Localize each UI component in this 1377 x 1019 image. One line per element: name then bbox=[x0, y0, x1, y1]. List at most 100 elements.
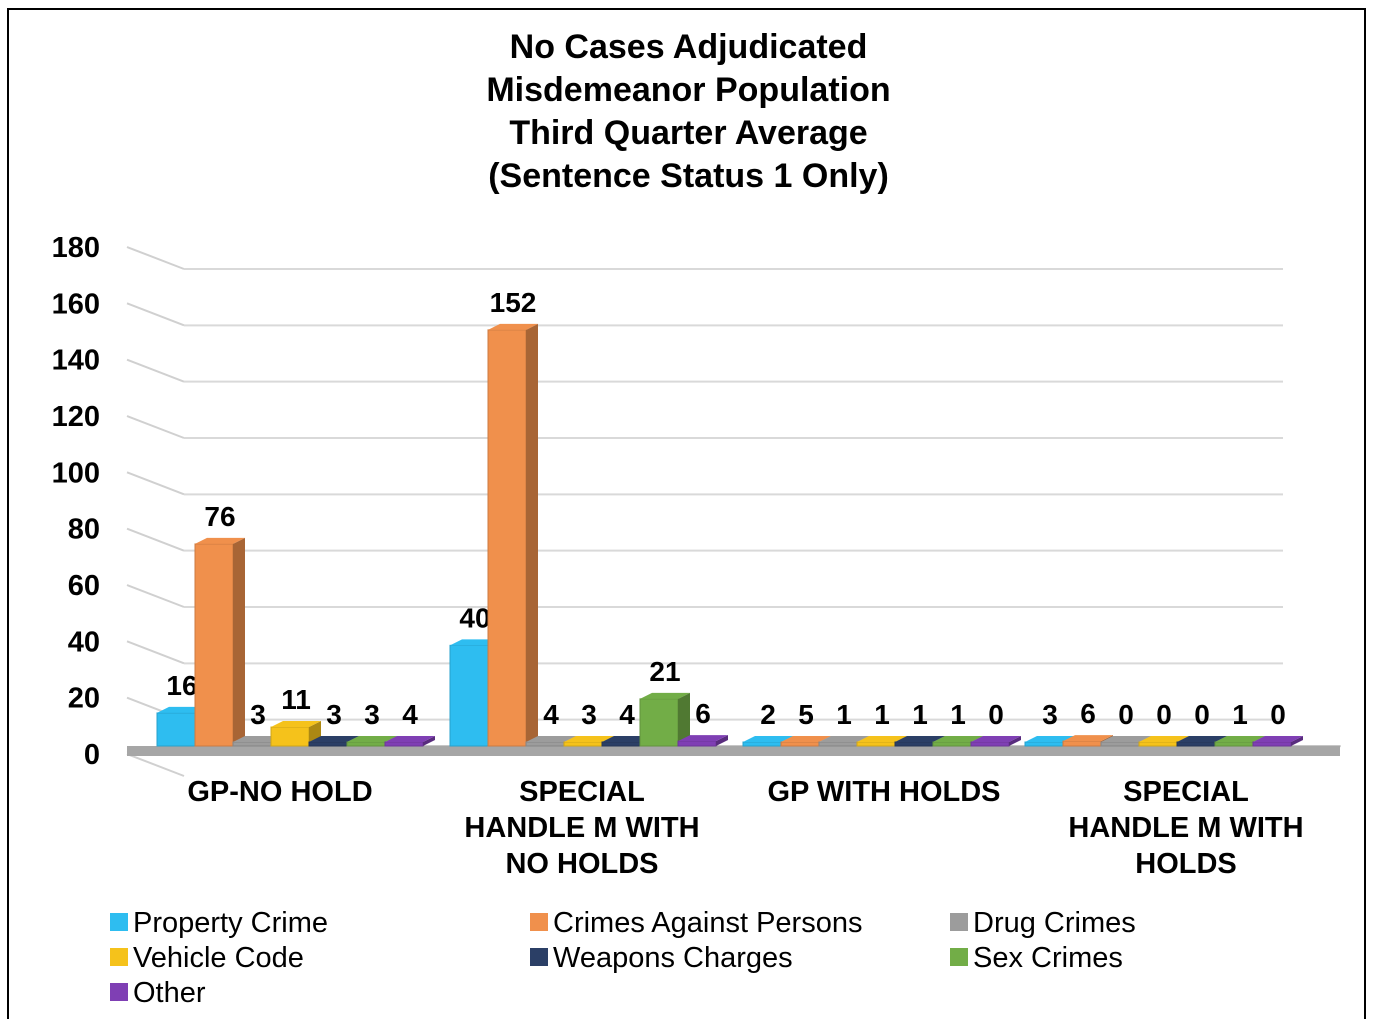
bar bbox=[1100, 741, 1140, 747]
bar bbox=[601, 741, 641, 747]
data-label: 1 bbox=[912, 699, 928, 730]
category-label-line: SPECIAL bbox=[1123, 776, 1249, 808]
y-tick-label: 0 bbox=[84, 739, 100, 771]
bar-top bbox=[271, 721, 321, 728]
bar-side bbox=[716, 735, 728, 746]
bar-top bbox=[1253, 736, 1303, 742]
bar bbox=[384, 741, 424, 747]
chart-title-line-1: No Cases Adjudicated bbox=[509, 28, 868, 66]
bar-top bbox=[1139, 736, 1189, 742]
y-tick-label: 160 bbox=[52, 288, 100, 320]
legend-item: Weapons Charges bbox=[530, 941, 793, 975]
bar bbox=[308, 741, 348, 747]
data-label: 0 bbox=[1270, 699, 1286, 730]
bar-side bbox=[233, 537, 245, 746]
bar bbox=[1252, 741, 1292, 747]
grid-depth-line bbox=[126, 246, 185, 270]
category-label: GP-NO HOLD bbox=[130, 774, 430, 810]
category-label-line: GP-NO HOLD bbox=[187, 776, 373, 808]
legend-swatch bbox=[530, 948, 548, 967]
data-label: 3 bbox=[364, 699, 380, 730]
data-label: 152 bbox=[490, 287, 537, 318]
y-tick-label: 40 bbox=[68, 626, 100, 658]
bar bbox=[1024, 741, 1064, 747]
category-label-line: HANDLE M WITH bbox=[1068, 812, 1304, 844]
bar bbox=[932, 741, 972, 747]
data-label: 2 bbox=[760, 699, 776, 730]
y-tick-label: 180 bbox=[52, 232, 100, 264]
legend-swatch bbox=[950, 948, 968, 967]
bar-side bbox=[1009, 736, 1021, 746]
data-label: 6 bbox=[1080, 698, 1096, 729]
bar-top bbox=[385, 736, 435, 742]
grid-depth-line bbox=[126, 471, 185, 496]
legend-swatch bbox=[530, 913, 548, 932]
grid-depth-line bbox=[126, 415, 185, 439]
data-label: 1 bbox=[836, 699, 852, 730]
chart-title: No Cases Adjudicated Misdemeanor Populat… bbox=[0, 26, 1377, 198]
bar-top bbox=[933, 736, 983, 742]
bar-side bbox=[1291, 736, 1303, 746]
bar-top bbox=[526, 736, 576, 742]
bar bbox=[970, 741, 1010, 747]
category-label-line: HANDLE M WITH bbox=[464, 812, 700, 844]
bar bbox=[525, 741, 565, 747]
legend-item: Vehicle Code bbox=[110, 941, 304, 975]
data-label: 4 bbox=[402, 699, 418, 730]
data-label: 21 bbox=[649, 656, 680, 687]
bar-top bbox=[1101, 736, 1151, 742]
y-tick-label: 60 bbox=[68, 570, 100, 602]
legend-item: Sex Crimes bbox=[950, 941, 1123, 975]
bar bbox=[1138, 741, 1178, 747]
bar-top bbox=[819, 736, 869, 742]
legend-swatch bbox=[110, 913, 128, 932]
bar bbox=[1214, 741, 1254, 747]
bar-top bbox=[895, 736, 945, 742]
bar-top bbox=[347, 736, 397, 742]
data-label: 3 bbox=[326, 699, 342, 730]
legend-label: Weapons Charges bbox=[553, 942, 793, 974]
chart-frame bbox=[7, 8, 1366, 1019]
bar bbox=[487, 329, 527, 747]
bar-top bbox=[857, 736, 907, 742]
grid-depth-line bbox=[126, 753, 185, 777]
bar-top bbox=[1025, 736, 1075, 742]
bar bbox=[449, 644, 489, 747]
y-tick-label: 20 bbox=[68, 683, 100, 715]
y-tick-label: 100 bbox=[52, 457, 100, 489]
category-label: GP WITH HOLDS bbox=[734, 774, 1034, 810]
data-label: 0 bbox=[1118, 699, 1134, 730]
legend-item: Drug Crimes bbox=[950, 906, 1136, 940]
bar-top bbox=[743, 736, 793, 742]
bar bbox=[270, 726, 310, 747]
grid-depth-line bbox=[126, 527, 185, 552]
category-label-line: GP WITH HOLDS bbox=[767, 776, 1001, 808]
bar-side bbox=[678, 692, 690, 746]
y-tick-label: 80 bbox=[68, 514, 100, 546]
bar bbox=[156, 712, 196, 747]
data-label: 3 bbox=[1042, 699, 1058, 730]
bar-top bbox=[971, 736, 1021, 742]
chart-title-line-4: (Sentence Status 1 Only) bbox=[488, 157, 889, 195]
bar-top bbox=[309, 736, 359, 742]
data-label: 0 bbox=[1194, 699, 1210, 730]
grid-depth-line bbox=[126, 358, 185, 383]
bar-top bbox=[195, 537, 245, 544]
data-label: 76 bbox=[204, 501, 235, 532]
data-label: 4 bbox=[619, 699, 635, 730]
chart-title-line-3: Third Quarter Average bbox=[509, 114, 868, 152]
legend-swatch bbox=[950, 913, 968, 932]
data-label: 4 bbox=[543, 699, 559, 730]
bar-top bbox=[678, 735, 728, 742]
data-label: 0 bbox=[988, 699, 1004, 730]
data-label: 40 bbox=[459, 602, 490, 633]
legend-swatch bbox=[110, 983, 128, 1002]
legend-item: Crimes Against Persons bbox=[530, 906, 862, 940]
bar bbox=[639, 698, 679, 747]
bar-top bbox=[640, 692, 690, 699]
y-tick-label: 140 bbox=[52, 345, 100, 377]
floor-edge bbox=[127, 746, 1340, 756]
bar bbox=[1062, 740, 1102, 747]
legend-swatch bbox=[110, 948, 128, 967]
